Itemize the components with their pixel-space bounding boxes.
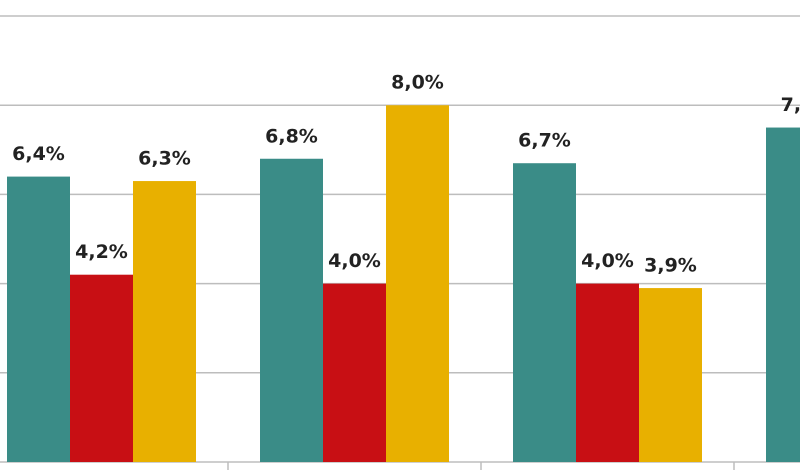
- bar: [7, 176, 70, 462]
- value-label: 4,0%: [328, 250, 381, 272]
- value-label: 6,7%: [518, 130, 571, 152]
- value-label: 6,4%: [12, 143, 65, 165]
- value-label: 7,5: [781, 94, 800, 116]
- value-label: 4,0%: [581, 250, 634, 272]
- value-label: 8,0%: [391, 72, 444, 94]
- bar: [639, 288, 702, 462]
- value-label: 4,2%: [75, 241, 128, 263]
- value-label: 6,3%: [138, 148, 191, 170]
- bar: [260, 158, 323, 462]
- value-label: 3,9%: [644, 255, 697, 277]
- bar: [576, 283, 639, 462]
- bar: [513, 163, 576, 462]
- value-label: 6,8%: [265, 125, 318, 147]
- bar: [766, 127, 800, 463]
- bar: [70, 274, 133, 462]
- bar: [386, 105, 449, 463]
- bar: [323, 283, 386, 462]
- bar: [133, 181, 196, 462]
